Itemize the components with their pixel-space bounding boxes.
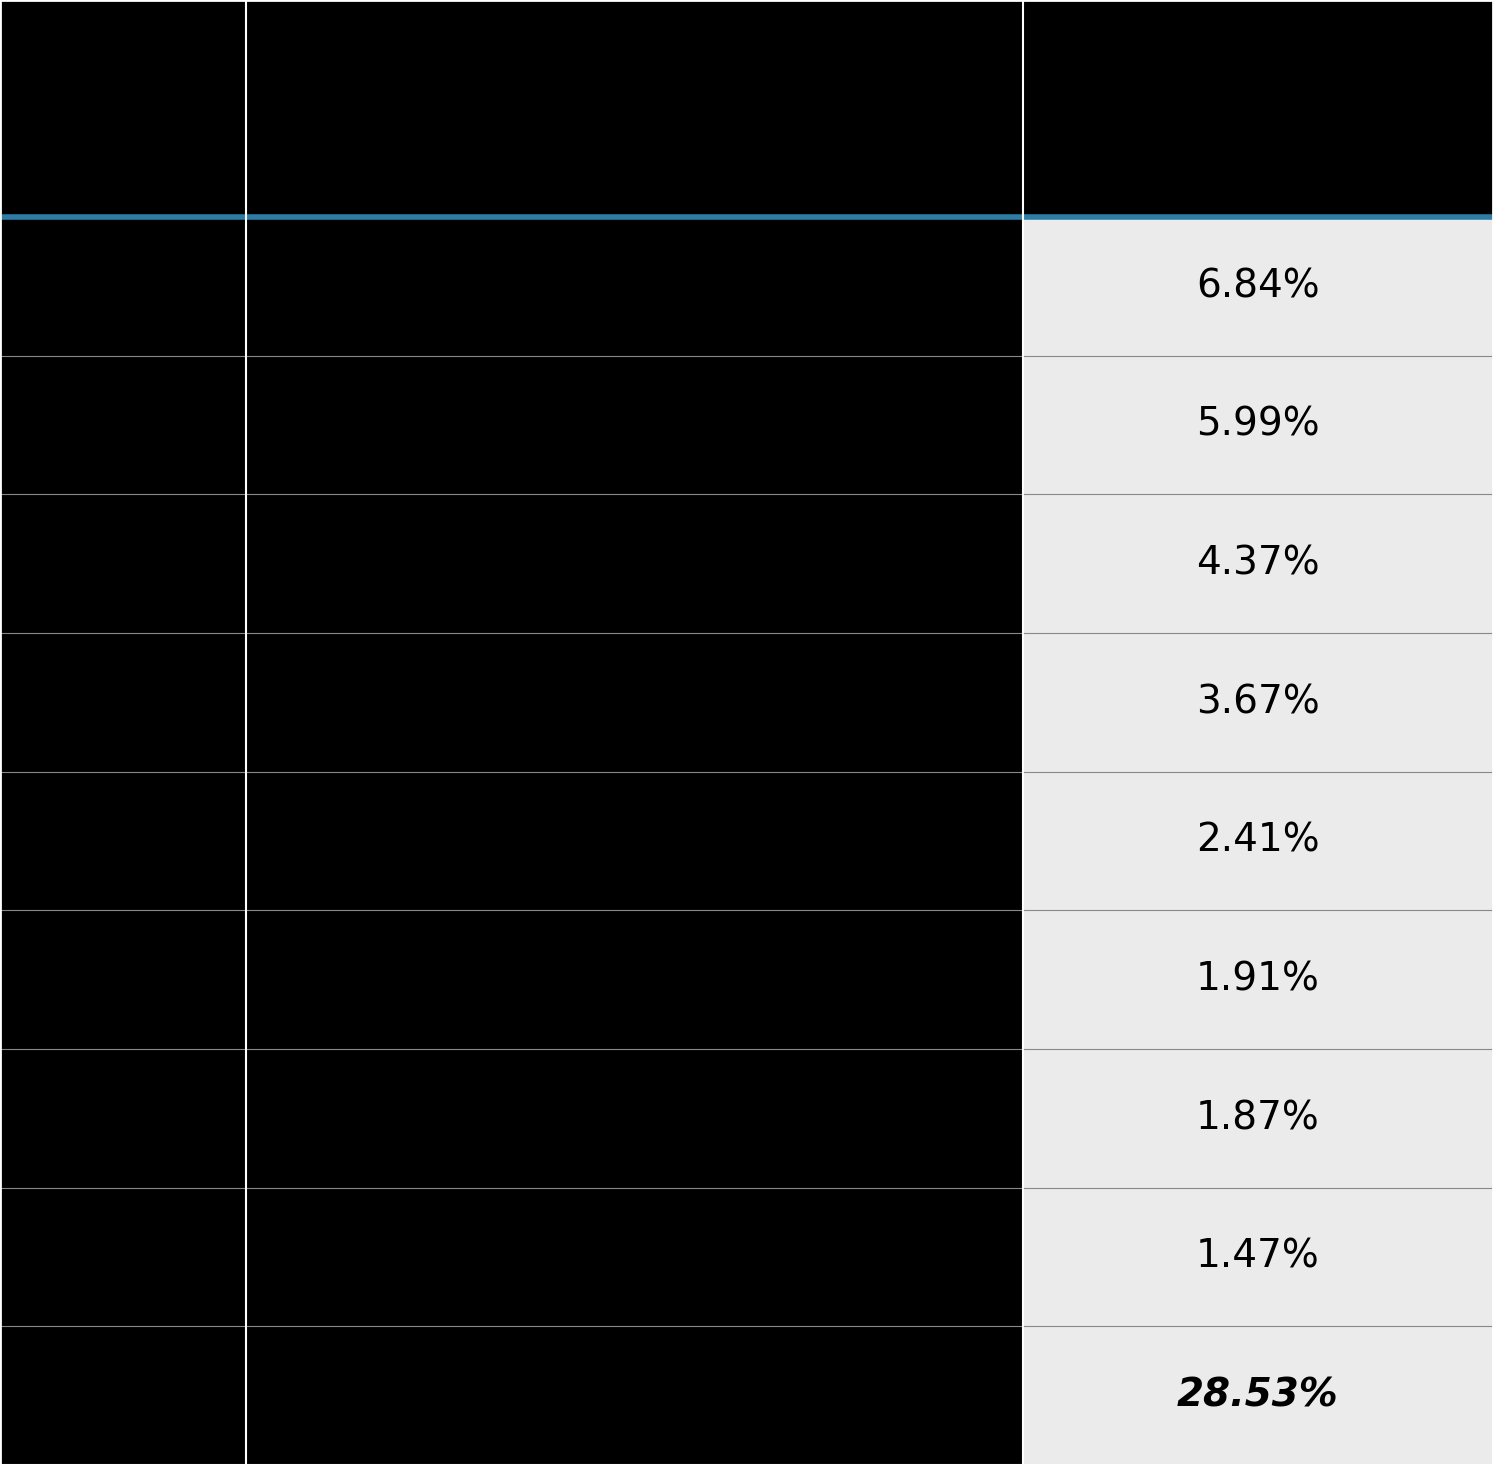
Bar xyxy=(246,494,1023,633)
Bar xyxy=(246,910,1023,1049)
Bar xyxy=(0,217,246,356)
Text: 3.67%: 3.67% xyxy=(1196,683,1320,721)
Bar xyxy=(246,633,1023,772)
Text: 5.99%: 5.99% xyxy=(1196,406,1320,444)
Bar xyxy=(0,1188,246,1326)
Bar xyxy=(1023,494,1493,633)
Bar xyxy=(0,0,1493,217)
Bar xyxy=(0,1326,246,1465)
Text: 1.47%: 1.47% xyxy=(1196,1238,1320,1276)
Text: 2.41%: 2.41% xyxy=(1196,822,1320,860)
Bar xyxy=(1023,633,1493,772)
Bar xyxy=(0,633,246,772)
Text: 4.37%: 4.37% xyxy=(1196,545,1320,583)
Bar xyxy=(0,356,246,494)
Bar xyxy=(1023,772,1493,910)
Bar xyxy=(1023,1188,1493,1326)
Text: 28.53%: 28.53% xyxy=(1176,1377,1339,1415)
Bar xyxy=(1023,217,1493,356)
Bar xyxy=(0,494,246,633)
Bar xyxy=(246,217,1023,356)
Text: 6.84%: 6.84% xyxy=(1196,267,1320,305)
Bar xyxy=(246,772,1023,910)
Bar xyxy=(1023,1326,1493,1465)
Bar xyxy=(246,1326,1023,1465)
Bar xyxy=(1023,356,1493,494)
Bar xyxy=(0,772,246,910)
Bar xyxy=(0,910,246,1049)
Bar xyxy=(246,1049,1023,1188)
Text: 1.91%: 1.91% xyxy=(1196,961,1320,999)
Text: 1.87%: 1.87% xyxy=(1196,1099,1320,1137)
Bar xyxy=(246,356,1023,494)
Bar xyxy=(0,1049,246,1188)
Bar xyxy=(246,1188,1023,1326)
Bar xyxy=(1023,1049,1493,1188)
Bar xyxy=(1023,910,1493,1049)
